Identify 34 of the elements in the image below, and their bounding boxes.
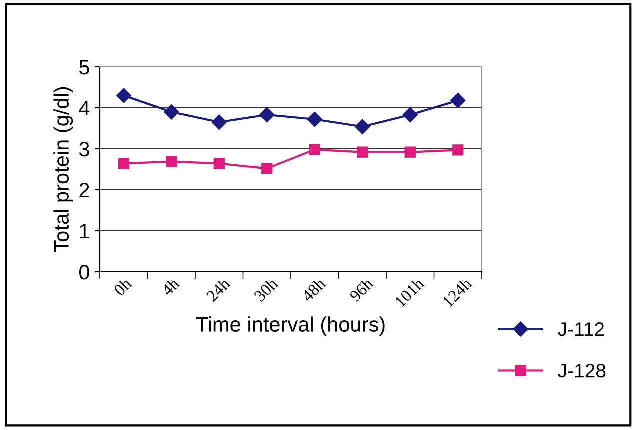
x-tick-label: 96h [348,277,374,302]
point [402,107,418,123]
point [212,114,227,130]
y-tick-label: 3 [79,142,90,157]
y-tick-label: 5 [80,60,90,75]
point [166,156,178,168]
legend-label: J-112 [558,322,604,336]
x-tick-label: 48h [300,277,327,303]
point [118,158,130,170]
point [357,146,368,158]
point [307,112,322,128]
x-axis-title: Time interval (hours) [196,316,385,336]
x-tick-label: 124h [442,277,473,308]
point [309,144,320,156]
point [164,104,180,120]
point [214,158,225,170]
point [450,93,466,108]
x-tick-label: 4h [160,277,180,297]
point [262,163,273,174]
point [355,119,370,134]
x-tick-label: 0h [113,277,133,296]
y-tick-label: 1 [80,224,90,239]
point [452,144,464,156]
x-tick-label: 24h [206,277,231,302]
point [116,88,132,104]
y-axis-title: Total protein (g/dl) [54,87,74,252]
y-tick-label: 4 [79,101,90,116]
y-tick-label: 2 [80,183,90,198]
x-tick-label: 30h [254,277,279,302]
y-tick-label: 0 [80,265,90,280]
legend-label: J-128 [558,364,606,378]
point [404,146,416,158]
point [260,107,275,123]
x-tick-label: 101h [394,277,425,308]
